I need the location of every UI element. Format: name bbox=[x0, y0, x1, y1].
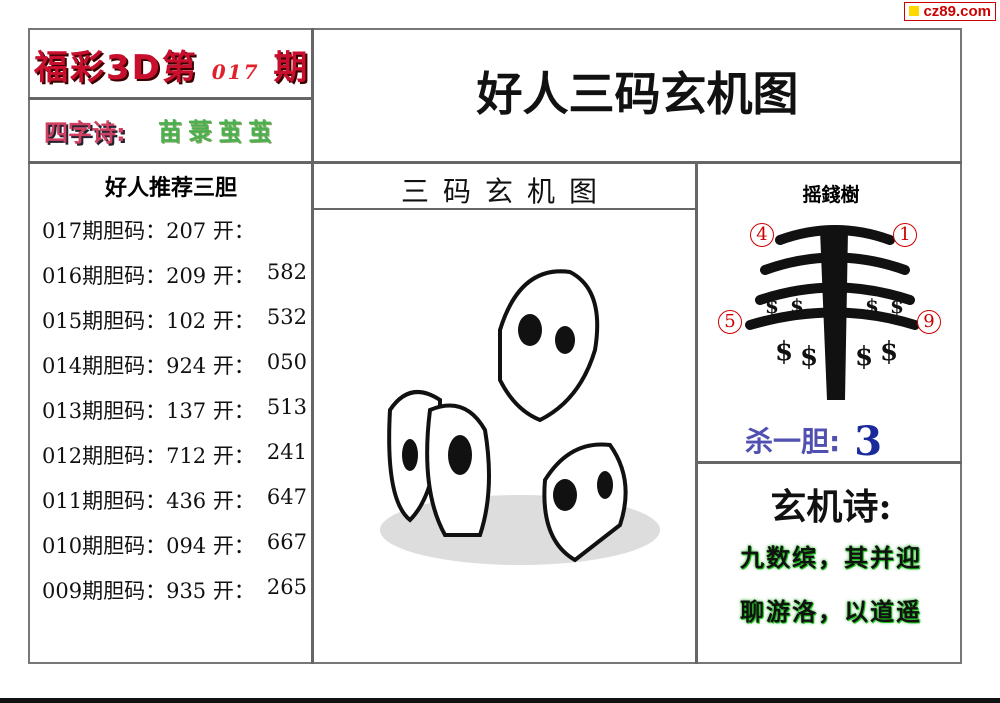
four-char-poem-value: 苗菉茧茧 bbox=[158, 117, 278, 146]
money-tree-icon: $ $ $ $ $ $ $ $ bbox=[745, 225, 920, 400]
recommend-row: 009期胆码：935 开： 265 bbox=[42, 575, 307, 605]
divider bbox=[28, 97, 312, 100]
row-label: 016期胆码：209 开： bbox=[42, 264, 255, 288]
recommend-row: 017期胆码：207 开： bbox=[42, 215, 307, 245]
svg-text:$: $ bbox=[855, 342, 873, 372]
poem-line: 九数缤，其并迎 bbox=[740, 543, 922, 572]
recommend-row: 013期胆码：137 开： 513 bbox=[42, 395, 307, 425]
divider bbox=[695, 163, 698, 664]
row-result: 241 bbox=[266, 440, 307, 464]
row-label: 009期胆码：935 开： bbox=[42, 579, 255, 603]
row-result: 050 bbox=[266, 350, 307, 374]
svg-text:$: $ bbox=[880, 337, 898, 367]
recommend-row: 015期胆码：102 开： 532 bbox=[42, 305, 307, 335]
page-title: 好人三码玄机图 bbox=[476, 67, 799, 121]
svg-text:$: $ bbox=[890, 294, 904, 318]
main-frame bbox=[28, 28, 962, 664]
tree-number: 4 bbox=[750, 223, 774, 247]
row-label: 011期胆码：436 开： bbox=[42, 489, 255, 513]
svg-text:$: $ bbox=[800, 342, 818, 372]
row-result: 582 bbox=[266, 260, 307, 284]
tree-number: 1 bbox=[893, 223, 917, 247]
row-label: 017期胆码：207 开： bbox=[42, 219, 255, 243]
svg-text:$: $ bbox=[790, 294, 804, 318]
divider bbox=[28, 161, 962, 164]
row-result: 667 bbox=[266, 530, 307, 554]
divider bbox=[697, 461, 962, 464]
svg-text:$: $ bbox=[865, 294, 879, 318]
square-icon bbox=[909, 6, 920, 16]
row-label: 013期胆码：137 开： bbox=[42, 399, 255, 423]
row-result: 647 bbox=[266, 485, 307, 509]
row-label: 012期胆码：712 开： bbox=[42, 444, 255, 468]
bottom-bar bbox=[0, 698, 1000, 703]
recommend-row: 011期胆码：436 开： 647 bbox=[42, 485, 307, 515]
four-char-poem-label: 四字诗: bbox=[44, 119, 126, 147]
divider bbox=[311, 28, 314, 664]
recommend-row: 012期胆码：712 开： 241 bbox=[42, 440, 307, 470]
recommend-row: 010期胆码：094 开： 667 bbox=[42, 530, 307, 560]
row-result: 265 bbox=[266, 575, 307, 599]
row-result: 532 bbox=[266, 305, 307, 329]
svg-text:$: $ bbox=[765, 294, 779, 318]
row-label: 010期胆码：094 开： bbox=[42, 534, 255, 558]
row-label: 014期胆码：924 开： bbox=[42, 354, 255, 378]
row-label: 015期胆码：102 开： bbox=[42, 309, 255, 333]
skulls-picture bbox=[380, 269, 660, 565]
tree-number: 9 bbox=[917, 310, 941, 334]
divider bbox=[314, 208, 696, 210]
site-watermark[interactable]: cz89.com bbox=[904, 2, 996, 21]
recommend-row: 016期胆码：209 开： 582 bbox=[42, 260, 307, 290]
picture-title: 三码玄机图 bbox=[400, 175, 611, 208]
svg-text:$: $ bbox=[775, 337, 793, 367]
issue-header: 福彩3D第 017 期 bbox=[34, 48, 310, 88]
row-result: 513 bbox=[266, 395, 307, 419]
poem-heading: 玄机诗: bbox=[770, 486, 892, 528]
poem-line: 聊游洛，以道遥 bbox=[740, 597, 922, 626]
tree-number: 5 bbox=[718, 310, 742, 334]
recommend-heading: 好人推荐三胆 bbox=[104, 176, 237, 201]
recommend-row: 014期胆码：924 开： 050 bbox=[42, 350, 307, 380]
tree-title: 摇錢樹 bbox=[802, 184, 860, 206]
kill-one: 杀一胆: 3 bbox=[745, 418, 883, 465]
